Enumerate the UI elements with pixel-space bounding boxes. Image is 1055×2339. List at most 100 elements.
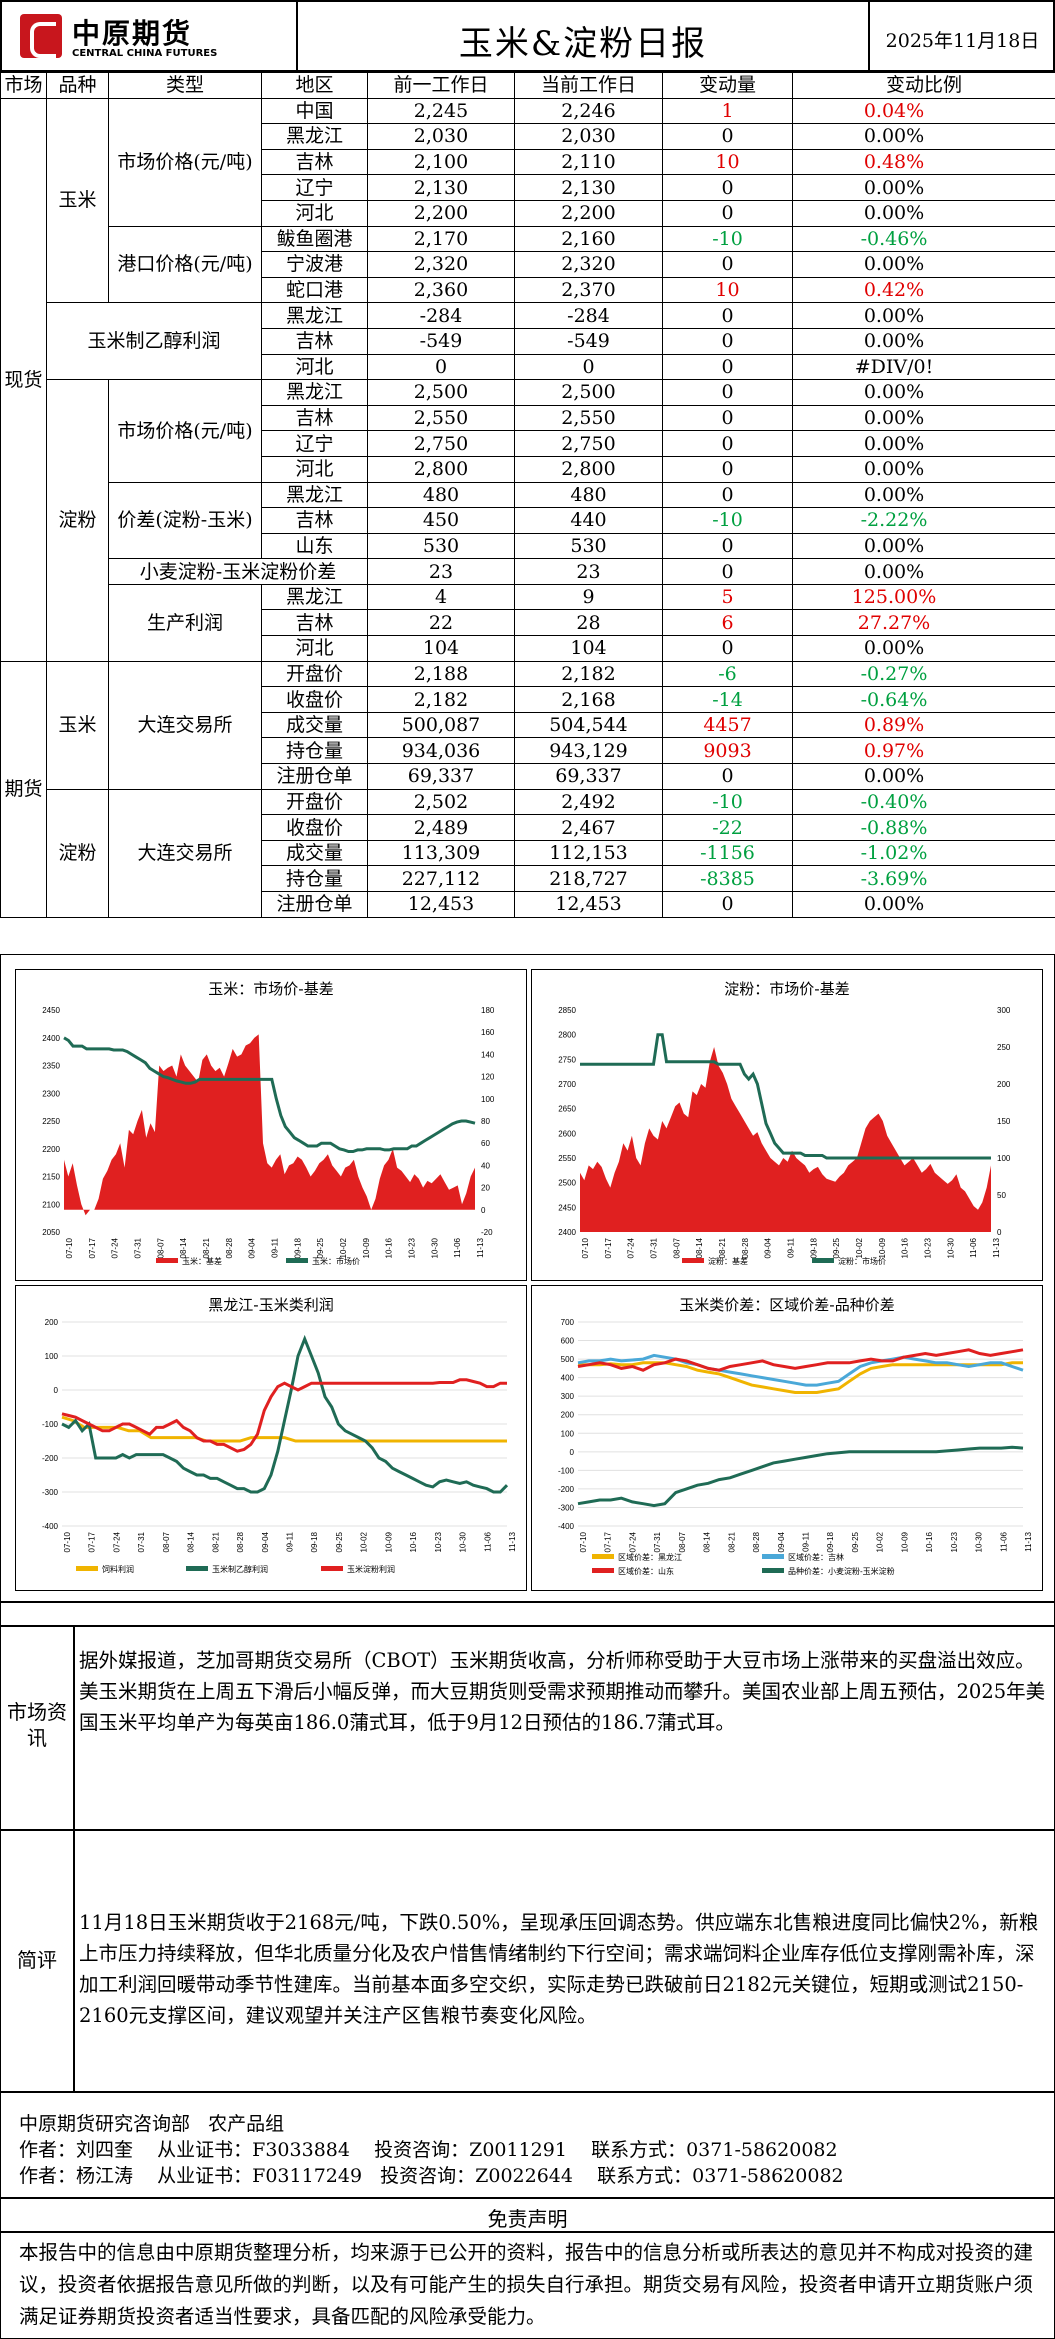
footer-dept: 中原期货研究咨询部 农产品组 (19, 2113, 285, 2135)
y-tick-label-left: 2600 (558, 1129, 576, 1138)
cur-value: 504,544 (514, 711, 663, 739)
prev-value: 22 (367, 609, 515, 637)
x-tick-label: 08-21 (211, 1531, 220, 1552)
change-value: 0 (662, 174, 793, 201)
x-tick-label: 10-02 (360, 1531, 369, 1552)
x-tick-label: 10-30 (459, 1531, 468, 1552)
y-tick-label-right: 140 (481, 1050, 495, 1059)
prev-value: 2,100 (367, 148, 515, 176)
x-tick-label: 11-13 (992, 1237, 1001, 1257)
y-tick-label: 100 (561, 1429, 575, 1438)
table-row: 期货 玉米 大连交易所 开盘价 2,188 2,182 -6 -0.27% (0, 660, 1055, 918)
cur-value: -284 (514, 302, 663, 329)
change-value: -10 (662, 788, 793, 816)
region-cell: 辽宁 (261, 430, 368, 457)
disclaimer-title: 免责声明 (487, 2207, 568, 2231)
logo-cn: 中原期货 (72, 17, 193, 50)
table-row: 港口价格(元/吨) 鲅鱼圈港 2,170 2,160 -10 -0.46% (1, 225, 1055, 304)
region-cell: 持仓量 (261, 865, 368, 892)
change-value: 10 (662, 276, 793, 304)
region-cell: 收盘价 (261, 686, 368, 713)
x-tick-label: 09-04 (261, 1531, 270, 1552)
prev-value: 934,036 (367, 737, 515, 765)
y-tick-label-left: 2500 (558, 1179, 576, 1188)
y-tick-label-left: 2550 (558, 1154, 576, 1163)
cur-value: 2,168 (514, 686, 663, 713)
type-label: 小麦淀粉-玉米淀粉价差 (108, 558, 368, 585)
change-pct: 125.00% (792, 583, 1055, 611)
table-row: 宁波港 2,320 2,320 0 0.00% (1, 251, 1055, 278)
x-tick-label: 08-14 (695, 1237, 704, 1258)
x-tick-label: 09-11 (271, 1237, 280, 1257)
region-cell: 黑龙江 (261, 302, 368, 329)
y-tick-label: 400 (561, 1374, 575, 1383)
footer: 中原期货研究咨询部 农产品组 作者：刘四奎 从业证书：F3033884 投资咨询… (0, 2092, 1055, 2339)
table-row: 吉林 2,100 2,110 10 0.48% (1, 148, 1055, 176)
column-header: 前一工作日 (367, 72, 515, 99)
disclaimer-text: 本报告中的信息由中原期货整理分析，均来源于已公开的资料，报告中的信息分析或所表达… (19, 2241, 1034, 2328)
region-cell: 宁波港 (261, 251, 368, 278)
change-pct: 0.00% (792, 404, 1055, 432)
cur-value: 2,467 (514, 814, 663, 841)
table-row: 玉米制乙醇利润 黑龙江 -284 -284 0 0.00% (1, 302, 1055, 381)
x-tick-label: 10-23 (924, 1237, 933, 1258)
legend-swatch (812, 1258, 834, 1263)
change-pct: 0.42% (792, 276, 1055, 304)
y-tick-label: 700 (561, 1318, 575, 1327)
change-pct: -1.02% (792, 839, 1055, 867)
prev-value: -284 (367, 302, 515, 329)
legend-swatch (286, 1258, 308, 1263)
x-tick-label: 10-23 (434, 1531, 443, 1552)
cur-value: 2,500 (514, 379, 663, 406)
change-value: 0 (662, 251, 793, 278)
x-tick-label: 08-21 (727, 1531, 736, 1552)
x-tick-label: 10-30 (430, 1237, 439, 1258)
y-tick-label-right: 100 (997, 1154, 1011, 1163)
legend-label: 淀粉：基差 (708, 1256, 748, 1266)
prev-value: 450 (367, 507, 515, 534)
y-tick-label: -100 (42, 1420, 59, 1429)
x-tick-label: 07-10 (579, 1531, 588, 1552)
change-value: 0 (662, 430, 793, 457)
prev-value: 2,200 (367, 199, 515, 227)
cur-value: 2,492 (514, 788, 663, 816)
cur-value: -549 (514, 327, 663, 355)
y-tick-label: -100 (558, 1466, 575, 1475)
prev-value: 2,550 (367, 404, 515, 432)
prev-value: 104 (367, 635, 515, 662)
change-value: 5 (662, 583, 793, 611)
cur-value: 28 (514, 609, 663, 637)
change-pct: #DIV/0! (792, 353, 1055, 381)
cur-value: 2,160 (514, 225, 663, 253)
table-row: 生产利润 黑龙江 4 9 5 125.00% (1, 583, 1055, 662)
legend-swatch (76, 1566, 98, 1571)
x-tick-label: 11-13 (1024, 1531, 1033, 1551)
prev-value: 2,170 (367, 225, 515, 253)
x-tick-label: 08-28 (752, 1531, 761, 1552)
change-value: 1 (662, 97, 793, 125)
footer-author2: 作者：杨江涛 从业证书：F03117249 投资咨询：Z0022644 联系方式… (19, 2165, 844, 2187)
table-row: 持仓量 227,112 218,727 -8385 -3.69% (1, 865, 1055, 892)
region-cell: 河北 (261, 455, 368, 483)
x-tick-label: 10-09 (900, 1531, 909, 1552)
type-label: 价差(淀粉-玉米) (108, 481, 262, 560)
x-tick-label: 11-13 (508, 1531, 517, 1551)
change-pct: 0.00% (792, 379, 1055, 406)
x-tick-label: 07-17 (604, 1237, 613, 1258)
change-value: 6 (662, 609, 793, 637)
y-tick-label-left: 2400 (558, 1228, 576, 1237)
change-value: 0 (662, 558, 793, 585)
legend-swatch (682, 1258, 704, 1263)
basis-area (64, 1034, 475, 1216)
change-value: 0 (662, 532, 793, 560)
prev-value: 69,337 (367, 763, 515, 790)
table-row: 辽宁 2,750 2,750 0 0.00% (1, 430, 1055, 457)
x-tick-label: 08-28 (225, 1237, 234, 1258)
y-tick-label-left: 2200 (42, 1145, 60, 1154)
x-tick-label: 10-16 (925, 1531, 934, 1552)
x-tick-label: 11-06 (453, 1237, 462, 1257)
price-table: 市场 品种 类型 地区 前一工作日 当前工作日 变动量 变动比例 现货 玉米 市场价格(元/吨) 中国… (0, 72, 1055, 918)
news-label: 市场资讯 (7, 1700, 67, 1750)
report-title: 玉米&淀粉日报 (458, 24, 708, 64)
y-tick-label-right: 40 (481, 1161, 490, 1170)
